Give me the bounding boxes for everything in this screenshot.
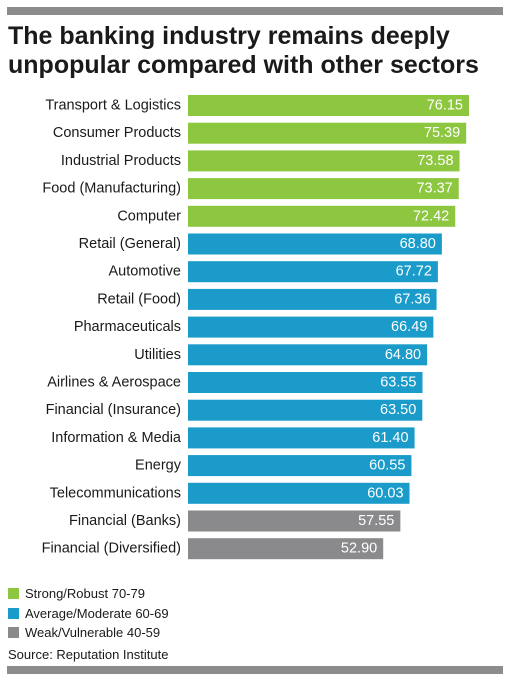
value-label: 52.90 [341, 541, 377, 557]
bar [188, 538, 384, 560]
category-label: Energy [135, 458, 182, 474]
value-label: 72.42 [413, 208, 449, 224]
category-label: Transport & Logistics [45, 98, 181, 114]
bar [188, 150, 460, 172]
chart-title-line-1: The banking industry remains deeply [8, 22, 450, 50]
source-note: Source: Reputation Institute [8, 647, 169, 662]
legend-label-weak: Weak/Vulnerable 40-59 [25, 625, 161, 640]
category-label: Industrial Products [61, 153, 181, 169]
legend-swatch-average [8, 607, 19, 619]
category-label: Automotive [108, 264, 181, 280]
bar [188, 261, 438, 283]
bar [188, 233, 442, 255]
category-label: Utilities [134, 347, 181, 363]
bar [188, 372, 423, 393]
category-label: Financial (Banks) [69, 513, 181, 529]
bar [188, 455, 412, 477]
chart-title: The banking industry remains deeply unpo… [8, 22, 504, 80]
value-label: 73.58 [417, 153, 453, 169]
value-label: 60.03 [367, 485, 403, 501]
value-label: 76.15 [427, 98, 463, 114]
value-label: 61.40 [372, 430, 408, 446]
chart-title-line-2: unpopular compared with other sectors [8, 51, 479, 79]
legend-label-strong: Strong/Robust 70-79 [25, 586, 145, 601]
category-label: Telecommunications [50, 485, 181, 501]
value-label: 63.55 [380, 375, 416, 391]
value-label: 57.55 [358, 513, 394, 529]
bar [188, 178, 459, 200]
bar-chart: Transport & Logistics 76.15 Consumer Produ… [42, 95, 469, 560]
value-label: 66.49 [391, 319, 427, 335]
value-label: 68.80 [400, 236, 436, 252]
category-label: Food (Manufacturing) [42, 181, 181, 197]
legend-item-strong: Strong/Robust 70-79 [8, 584, 169, 604]
value-label: 67.72 [396, 264, 432, 280]
legend-swatch-weak [8, 627, 19, 639]
legend-label-average: Average/Moderate 60-69 [25, 605, 169, 621]
bar [188, 316, 434, 338]
legend: Strong/Robust 70-79 Average/Moderate 60-… [8, 584, 169, 643]
bar [188, 482, 410, 504]
category-label: Financial (Diversified) [42, 541, 181, 557]
bar [188, 399, 423, 421]
bar [188, 510, 401, 532]
category-label: Retail (General) [79, 236, 181, 252]
legend-swatch-strong [8, 588, 19, 600]
bar [188, 122, 467, 144]
category-label: Pharmaceuticals [74, 319, 181, 335]
bar [188, 95, 469, 116]
category-label: Computer [117, 208, 181, 224]
category-label: Retail (Food) [97, 291, 181, 307]
legend-item-average: Average/Moderate 60-69 [8, 604, 169, 624]
value-label: 67.36 [394, 291, 430, 307]
value-label: 64.80 [385, 347, 421, 363]
bar [188, 427, 415, 449]
bar [188, 288, 437, 310]
bar [188, 344, 428, 366]
bottom-rule [7, 666, 503, 674]
category-label: Airlines & Aerospace [47, 375, 181, 391]
value-label: 63.50 [380, 402, 416, 418]
category-label: Consumer Products [53, 125, 181, 141]
category-label: Information & Media [51, 430, 182, 446]
value-label: 60.55 [369, 458, 405, 474]
value-label: 73.37 [416, 181, 452, 197]
category-label: Financial (Insurance) [46, 402, 181, 418]
top-rule [7, 7, 503, 15]
legend-item-weak: Weak/Vulnerable 40-59 [8, 623, 169, 643]
bar [188, 205, 456, 227]
value-label: 75.39 [424, 125, 460, 141]
